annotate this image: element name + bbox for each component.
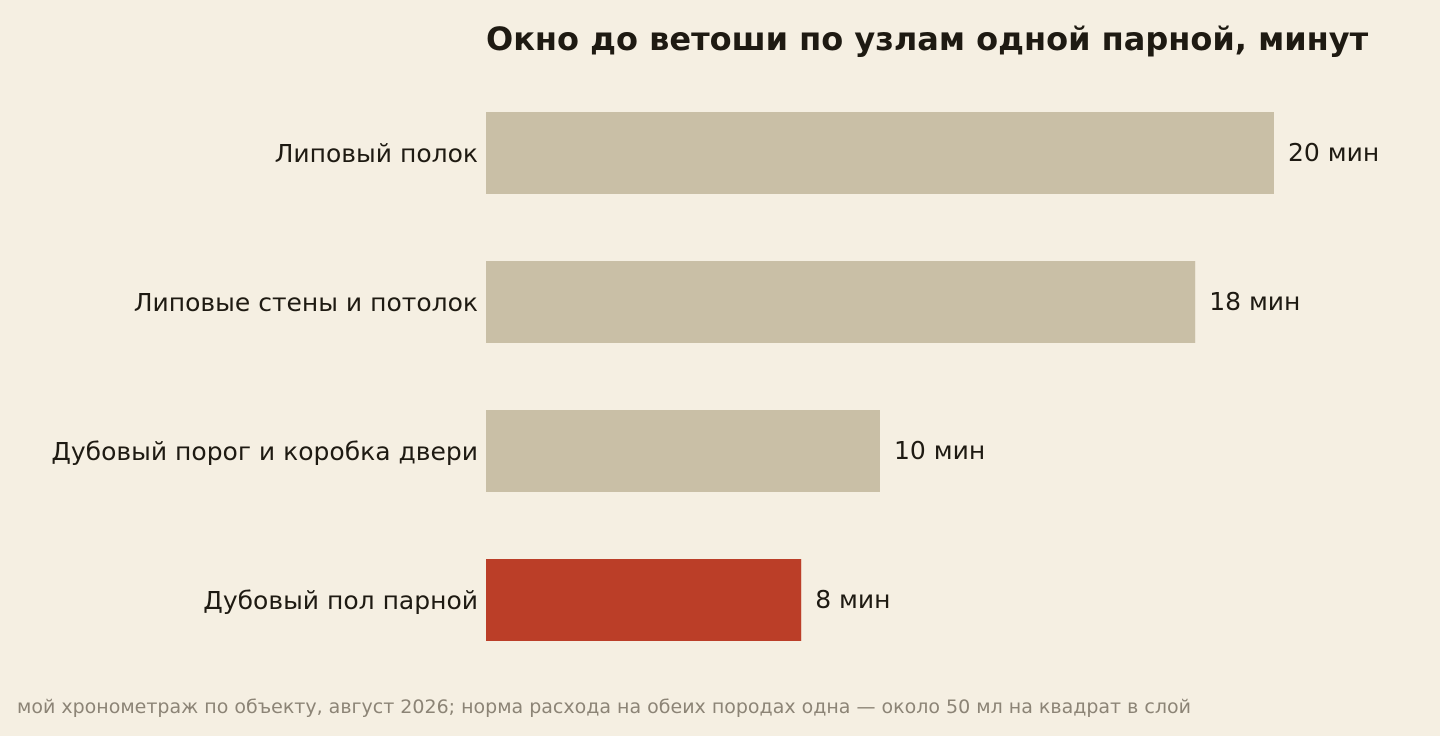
category-label: Липовый полок xyxy=(275,139,478,168)
bar-highlight xyxy=(486,559,802,641)
category-label: Дубовый пол парной xyxy=(203,586,478,615)
bar xyxy=(486,112,1274,194)
value-label: 10 мин xyxy=(894,436,985,465)
bar xyxy=(486,261,1196,343)
value-label: 18 мин xyxy=(1209,287,1300,316)
chart-title: Окно до ветоши по узлам одной парной, ми… xyxy=(486,20,1369,58)
value-label: 8 мин xyxy=(815,585,890,614)
bar xyxy=(486,410,880,492)
value-label: 20 мин xyxy=(1288,138,1379,167)
category-label: Дубовый порог и коробка двери xyxy=(51,437,478,466)
category-label: Липовые стены и потолок xyxy=(134,288,478,317)
bars-group: Липовый полок 20 мин Липовые стены и потол… xyxy=(51,112,1379,641)
footnote: мой хронометраж по объекту, август 2026;… xyxy=(17,696,1191,718)
